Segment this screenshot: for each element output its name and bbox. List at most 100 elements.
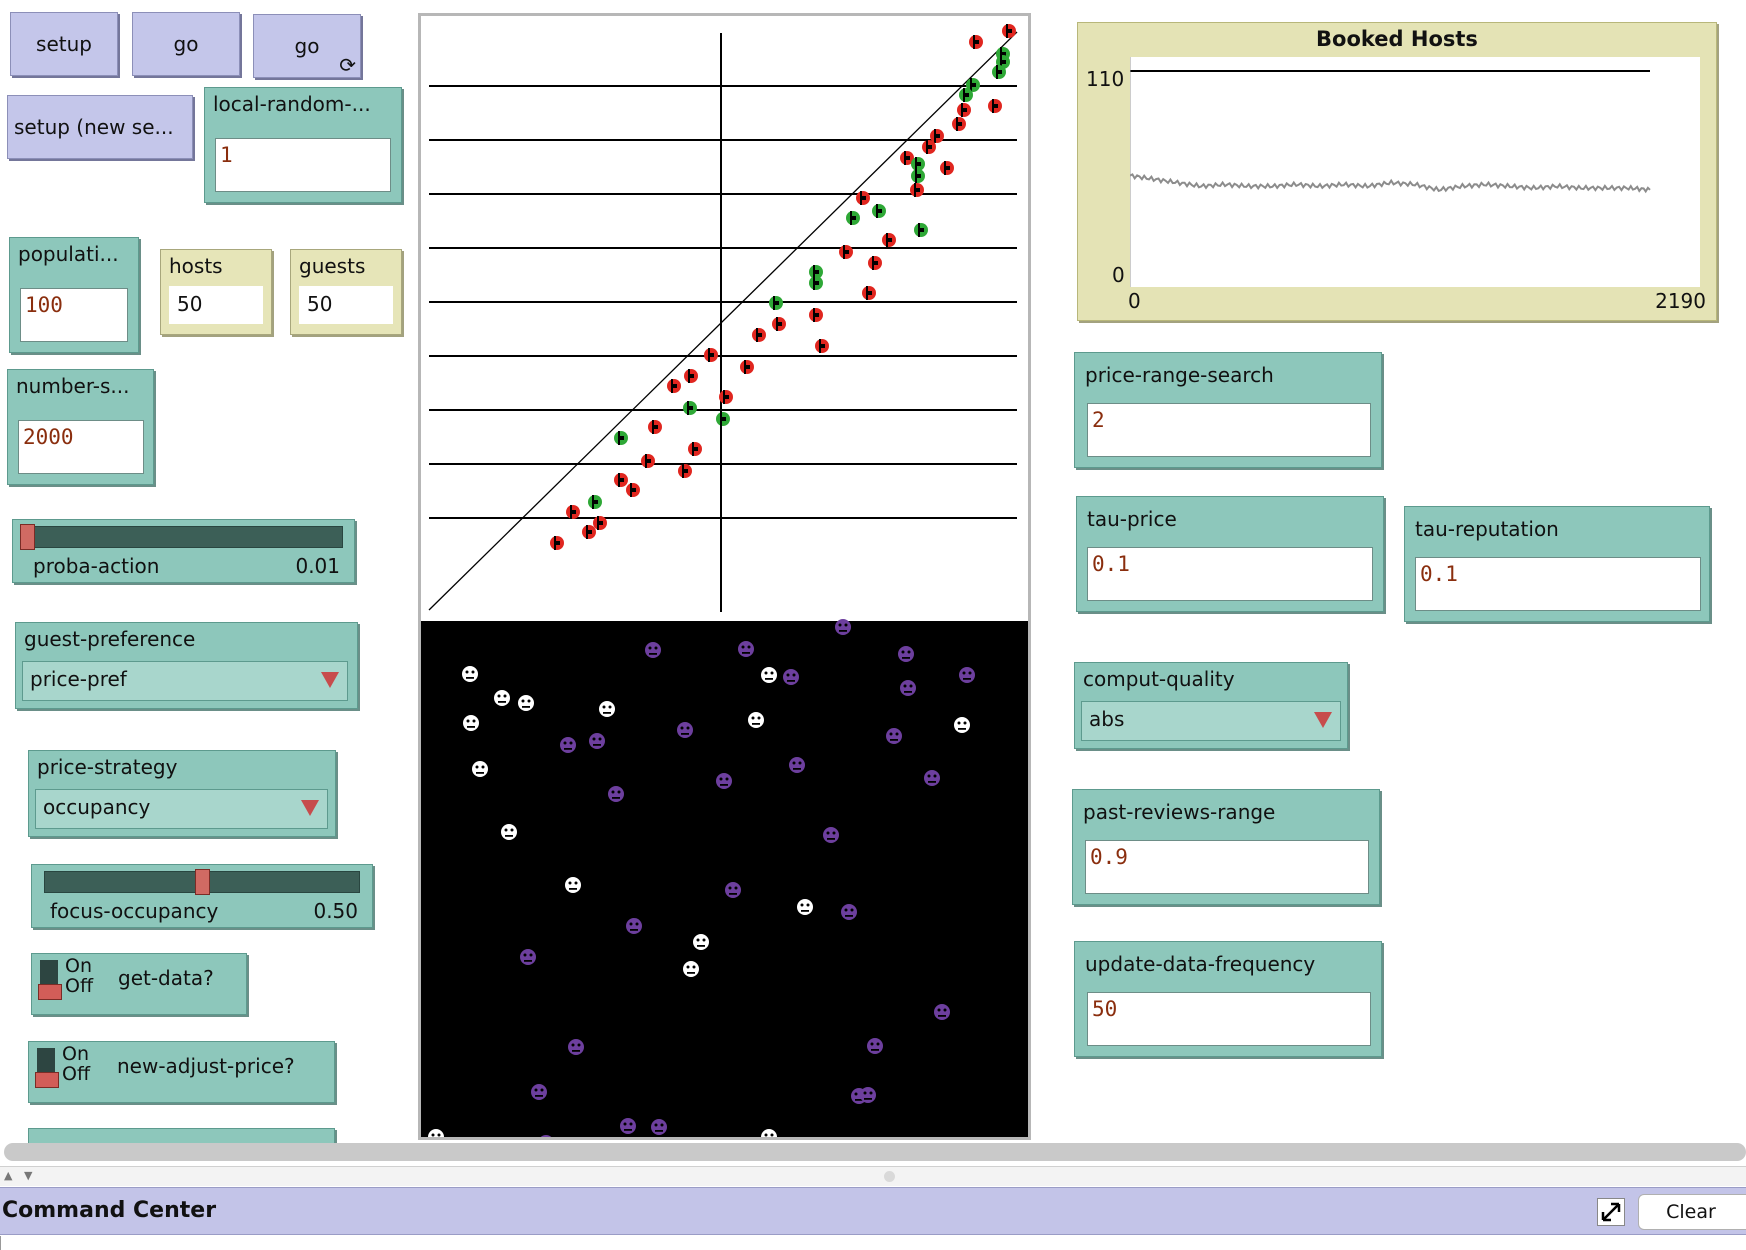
splitter-handle-icon[interactable] xyxy=(884,1171,895,1182)
update-data-frequency-label: update-data-frequency xyxy=(1085,952,1316,976)
host-agent xyxy=(614,431,628,445)
guests-monitor: guests 50 xyxy=(290,249,402,335)
switch-on-label: On xyxy=(65,955,92,977)
host-agent xyxy=(641,454,655,468)
proba-action-slider[interactable]: proba-action 0.01 xyxy=(12,519,355,583)
price-range-search-input-widget: price-range-search 2 xyxy=(1074,352,1382,468)
command-input[interactable] xyxy=(0,1236,1746,1250)
proba-action-track[interactable] xyxy=(21,526,343,548)
host-agent xyxy=(969,35,983,49)
host-agent xyxy=(966,78,980,92)
host-agent xyxy=(772,317,786,331)
host-agent xyxy=(809,265,823,279)
local-random-field[interactable]: 1 xyxy=(215,138,391,192)
host-agent xyxy=(769,296,783,310)
number-steps-field[interactable]: 2000 xyxy=(18,420,144,474)
expand-icon[interactable] xyxy=(1597,1198,1625,1226)
update-data-frequency-field[interactable]: 50 xyxy=(1087,992,1371,1046)
dropdown-arrow-icon xyxy=(301,800,319,816)
guest-agent xyxy=(841,904,857,920)
host-agent xyxy=(839,245,853,259)
host-agent xyxy=(900,151,914,165)
population-label: populati... xyxy=(18,242,119,266)
guest-agent xyxy=(716,773,732,789)
past-reviews-range-label: past-reviews-range xyxy=(1083,800,1276,824)
horizontal-scrollbar[interactable] xyxy=(4,1143,1746,1161)
guest-agent xyxy=(568,1039,584,1055)
world-view[interactable] xyxy=(418,13,1031,1140)
host-agent xyxy=(588,495,602,509)
guest-agent xyxy=(761,667,777,683)
host-agent xyxy=(846,211,860,225)
host-agent xyxy=(882,233,896,247)
tau-price-field[interactable]: 0.1 xyxy=(1087,547,1373,601)
tau-reputation-label: tau-reputation xyxy=(1415,517,1559,541)
switch-knob[interactable] xyxy=(35,1072,59,1088)
guest-agent xyxy=(520,949,536,965)
go-forever-button[interactable]: go ⟳ xyxy=(253,14,361,78)
focus-occupancy-value: 0.50 xyxy=(313,899,358,923)
focus-occupancy-slider[interactable]: focus-occupancy 0.50 xyxy=(31,864,373,928)
guest-agent xyxy=(783,669,799,685)
switch-on-label: On xyxy=(62,1043,89,1065)
host-agent xyxy=(704,348,718,362)
comput-quality-dropdown[interactable]: abs xyxy=(1081,701,1341,741)
get-data-switch[interactable]: On Off get-data? xyxy=(31,953,247,1015)
host-agent xyxy=(911,157,925,171)
collapse-down-icon[interactable]: ▼ xyxy=(24,1169,33,1182)
host-agent xyxy=(872,204,886,218)
host-agent xyxy=(667,379,681,393)
host-agent xyxy=(688,442,702,456)
host-agent xyxy=(914,223,928,237)
price-strategy-dropdown[interactable]: occupancy xyxy=(35,789,328,829)
command-center-title: Command Center xyxy=(2,1198,217,1223)
guest-agent xyxy=(645,642,661,658)
booked-hosts-plot[interactable]: Booked Hosts 110 0 0 2190 xyxy=(1077,22,1717,321)
guest-agent xyxy=(761,1129,777,1137)
host-agent xyxy=(815,339,829,353)
population-field[interactable]: 100 xyxy=(20,288,128,342)
population-input-widget: populati... 100 xyxy=(9,237,139,353)
expand-arrow-icon xyxy=(1601,1202,1621,1222)
host-agent xyxy=(922,140,936,154)
go-button[interactable]: go xyxy=(132,12,240,76)
guest-agent xyxy=(924,770,940,786)
go-forever-label: go xyxy=(294,34,320,58)
hosts-monitor-value: 50 xyxy=(169,286,263,324)
past-reviews-range-field[interactable]: 0.9 xyxy=(1085,840,1369,894)
collapse-up-icon[interactable]: ▲ xyxy=(4,1169,13,1182)
guest-agent xyxy=(867,1038,883,1054)
host-agent xyxy=(752,328,766,342)
host-agent xyxy=(683,401,697,415)
host-agent xyxy=(648,420,662,434)
setup-new-seed-button[interactable]: setup (new se... xyxy=(7,95,193,159)
guest-agent xyxy=(501,824,517,840)
guest-agent xyxy=(748,712,764,728)
tau-reputation-field[interactable]: 0.1 xyxy=(1415,557,1701,611)
clear-button[interactable]: Clear xyxy=(1638,1194,1746,1230)
focus-occupancy-thumb[interactable] xyxy=(195,869,210,895)
guests-monitor-label: guests xyxy=(299,254,366,278)
number-steps-input-widget: number-s... 2000 xyxy=(7,369,154,485)
guest-preference-dropdown[interactable]: price-pref xyxy=(22,661,348,701)
guest-agent xyxy=(789,757,805,773)
guest-preference-chooser: guest-preference price-pref xyxy=(15,622,358,709)
switch-off-label: Off xyxy=(65,975,94,997)
price-range-search-field[interactable]: 2 xyxy=(1087,403,1371,457)
guests-layer xyxy=(428,619,975,1137)
price-strategy-value: occupancy xyxy=(43,795,151,819)
switch-knob[interactable] xyxy=(38,984,62,1000)
guest-agent xyxy=(725,882,741,898)
guest-agent xyxy=(860,1087,876,1103)
guest-agent xyxy=(738,641,754,657)
splitter-bar[interactable]: ▲ ▼ xyxy=(0,1166,1746,1186)
hosts-monitor: hosts 50 xyxy=(160,249,272,335)
setup-button[interactable]: setup xyxy=(10,12,118,76)
guest-agent xyxy=(540,1135,552,1137)
guest-agent xyxy=(620,1118,636,1134)
proba-action-thumb[interactable] xyxy=(20,524,36,550)
plot-y-max: 110 xyxy=(1086,67,1125,91)
switch-off-label: Off xyxy=(62,1063,91,1085)
new-adjust-price-switch[interactable]: On Off new-adjust-price? xyxy=(28,1041,335,1103)
host-agent xyxy=(626,483,640,497)
